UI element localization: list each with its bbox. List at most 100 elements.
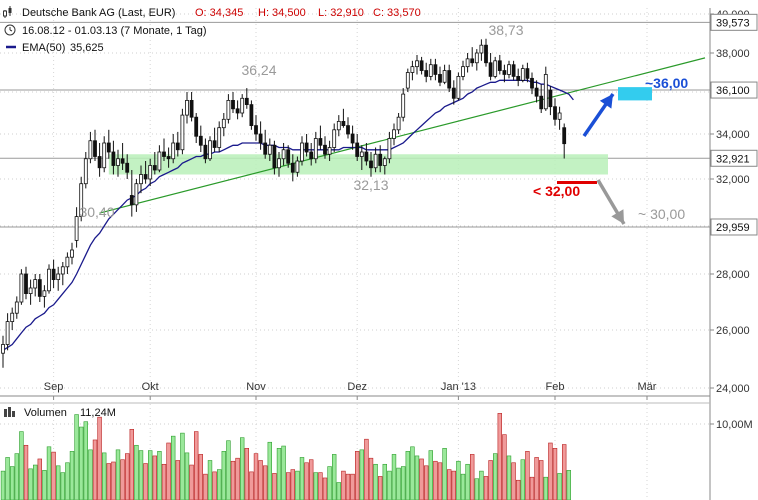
horizontal-gridlines bbox=[0, 13, 710, 389]
reference-label-box bbox=[710, 81, 758, 99]
volume-bar bbox=[143, 463, 148, 500]
y-tick-label: 34,000 bbox=[716, 129, 750, 141]
volume-bar bbox=[359, 449, 364, 500]
volume-bar bbox=[437, 462, 443, 500]
target-down-label: ~ 30,00 bbox=[638, 206, 685, 222]
candle bbox=[1, 335, 5, 368]
volume-bar bbox=[10, 466, 15, 500]
volume-bar bbox=[529, 476, 535, 500]
volume-bar bbox=[474, 478, 479, 500]
arrow-down-icon bbox=[596, 179, 626, 225]
volume-bar bbox=[125, 453, 130, 500]
candle bbox=[479, 39, 484, 61]
candle bbox=[456, 72, 461, 101]
candle bbox=[359, 145, 364, 170]
candle bbox=[553, 98, 557, 126]
candle bbox=[470, 47, 475, 67]
volume-bar bbox=[253, 453, 259, 500]
candle bbox=[341, 108, 346, 128]
volume-bar bbox=[166, 442, 171, 500]
y-tick-label: 26,000 bbox=[716, 325, 750, 337]
candle bbox=[493, 56, 498, 79]
reference-label-box bbox=[710, 149, 758, 167]
volume-bar bbox=[32, 464, 38, 500]
candlesticks bbox=[1, 38, 567, 368]
candle bbox=[309, 143, 314, 166]
candle bbox=[396, 113, 401, 134]
candle bbox=[198, 125, 203, 152]
volume-bar bbox=[244, 448, 249, 500]
volume-bar bbox=[552, 448, 558, 500]
volume-bar bbox=[134, 444, 139, 500]
candle bbox=[221, 113, 226, 137]
candle bbox=[102, 136, 107, 173]
x-tick-label: Okt bbox=[142, 381, 159, 393]
candle bbox=[323, 136, 327, 159]
candle bbox=[401, 88, 406, 122]
candle bbox=[235, 100, 240, 120]
volume-bar bbox=[120, 459, 125, 500]
support-zone bbox=[108, 154, 609, 175]
candle bbox=[530, 72, 534, 95]
annotation-labels: 38,73 36,24 30,40 32,13 ~36,00 < 32,00 ~ 30,00 bbox=[79, 22, 688, 222]
volume-bars bbox=[0, 413, 572, 500]
candle bbox=[166, 147, 171, 168]
volume-bar bbox=[161, 463, 167, 500]
y-axis: 24,00026,00028,00030,00032,00034,00036,0… bbox=[710, 9, 758, 395]
candle bbox=[5, 313, 10, 351]
candle bbox=[295, 156, 300, 177]
reference-label-box bbox=[710, 218, 758, 236]
candle bbox=[111, 140, 116, 175]
candle bbox=[152, 152, 157, 175]
volume-bar bbox=[479, 470, 484, 500]
volume-bar bbox=[285, 472, 291, 500]
candle bbox=[42, 285, 47, 308]
volume-bar bbox=[290, 469, 295, 500]
volume-bar bbox=[69, 451, 75, 500]
volume-bar bbox=[157, 451, 162, 500]
candle bbox=[364, 143, 369, 166]
x-tick-label: Dez bbox=[347, 381, 367, 393]
volume-bar bbox=[465, 463, 470, 500]
volume-bar bbox=[534, 457, 539, 500]
candle bbox=[226, 94, 231, 124]
volume-bar bbox=[451, 470, 456, 500]
volume-bar bbox=[115, 449, 121, 500]
candle bbox=[507, 60, 511, 79]
candle bbox=[548, 86, 553, 116]
candle bbox=[447, 64, 452, 92]
volume-bar bbox=[423, 465, 429, 500]
volume-bar bbox=[543, 476, 549, 500]
candle bbox=[175, 131, 180, 157]
candle bbox=[277, 152, 281, 177]
volume-bar bbox=[267, 441, 272, 500]
candle bbox=[134, 179, 139, 212]
volume-bar bbox=[442, 448, 447, 500]
chart-title: Deutsche Bank AG (Last, EUR) bbox=[22, 7, 175, 19]
date-range: 16.08.12 - 01.03.13 (7 Monate, 1 Tag) bbox=[22, 25, 206, 37]
volume-bar bbox=[28, 468, 33, 500]
y-tick-label: 32,000 bbox=[716, 174, 750, 186]
volume-bar bbox=[520, 459, 526, 500]
volume-bar bbox=[23, 444, 29, 500]
volume-bar bbox=[548, 442, 553, 500]
volume-bar bbox=[428, 450, 433, 500]
candle bbox=[194, 113, 199, 143]
volume-bar bbox=[538, 460, 544, 500]
candle bbox=[249, 100, 254, 130]
candle bbox=[258, 121, 263, 150]
volume-bar bbox=[511, 462, 516, 500]
candle bbox=[557, 106, 562, 130]
volume-bar bbox=[42, 470, 47, 500]
volume-bar bbox=[295, 470, 300, 500]
candle bbox=[378, 145, 383, 173]
candle bbox=[83, 152, 88, 189]
volume-bar bbox=[83, 421, 89, 500]
candle bbox=[212, 127, 217, 152]
volume-bar bbox=[171, 435, 176, 500]
candle bbox=[511, 60, 516, 81]
candle bbox=[428, 58, 433, 81]
volume-bar bbox=[221, 451, 226, 500]
volume-bar bbox=[446, 469, 452, 500]
